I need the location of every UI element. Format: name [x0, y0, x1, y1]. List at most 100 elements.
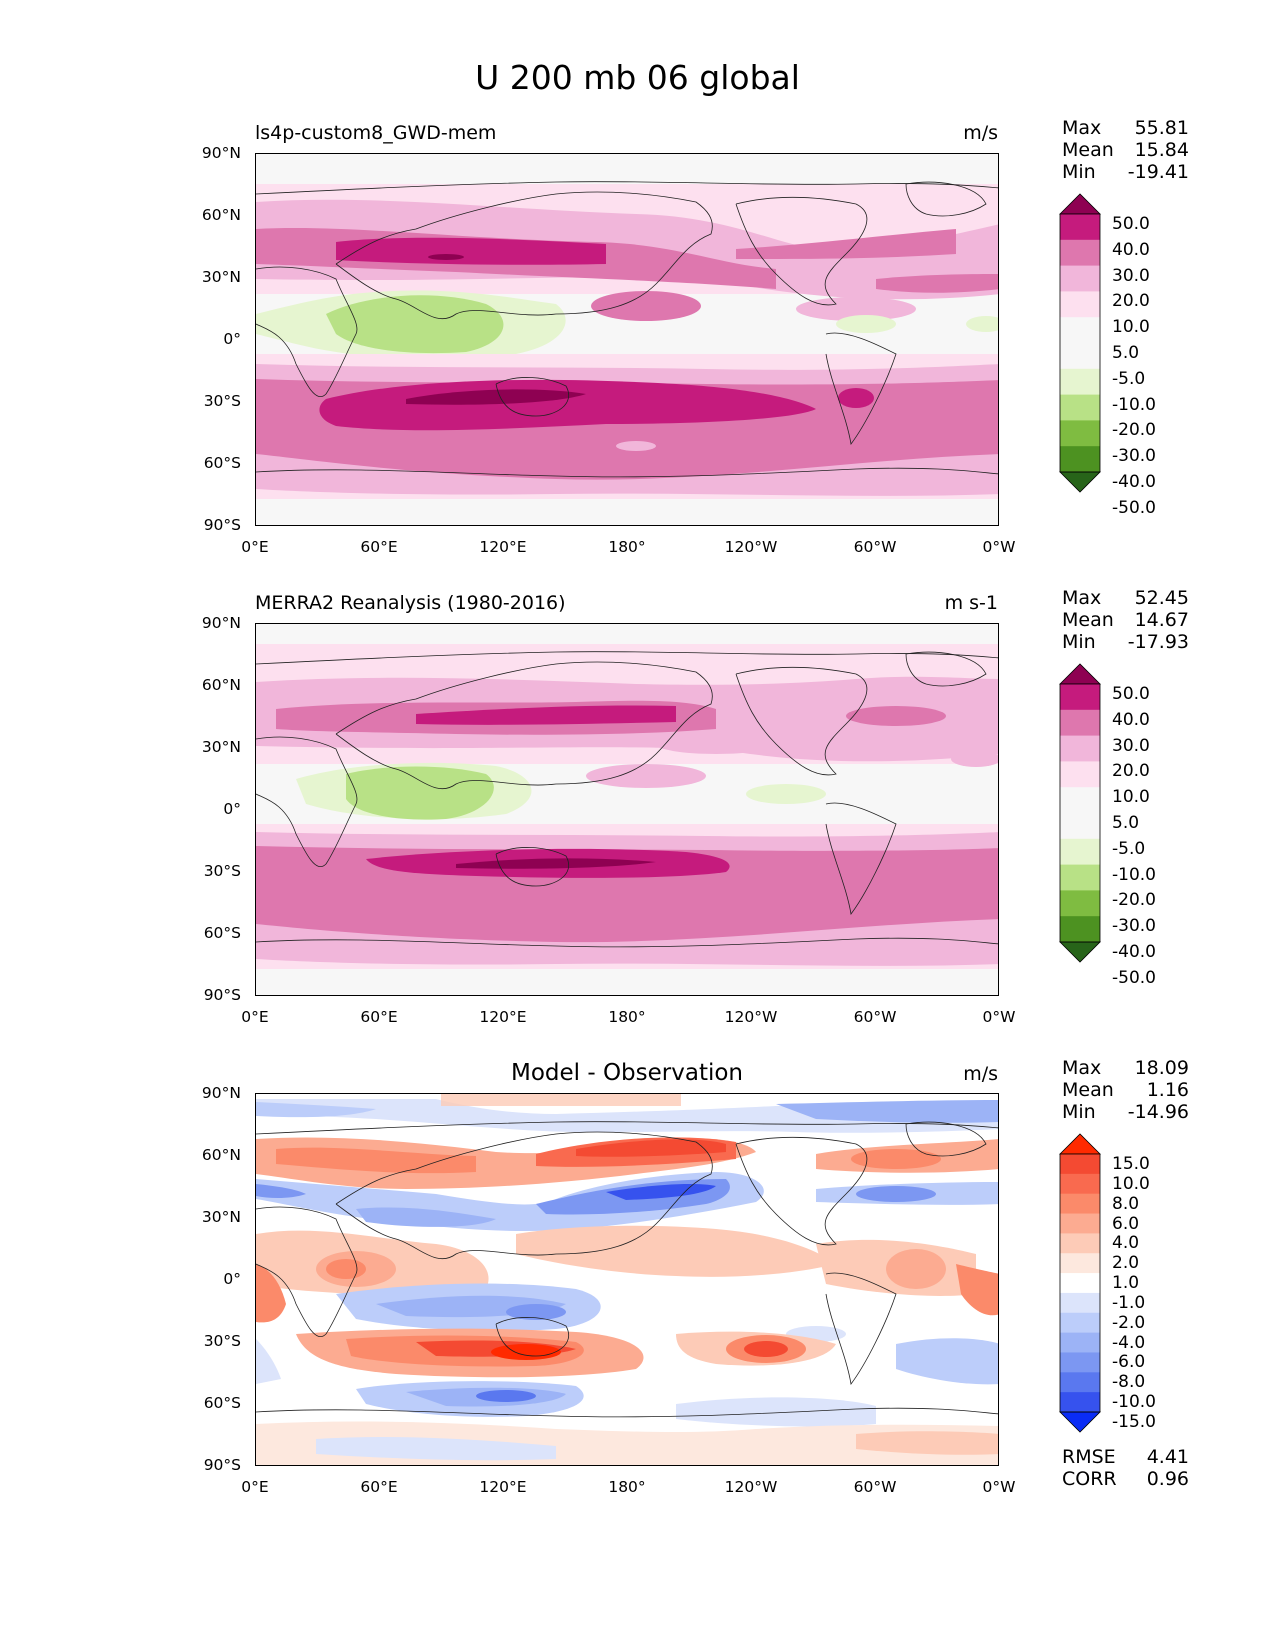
colorbar-tick-label: -5.0 — [1112, 838, 1146, 859]
colorbar-frame — [1059, 213, 1101, 473]
panel-2-units: m s-1 — [944, 592, 998, 614]
colorbar-segment — [1060, 709, 1100, 737]
colorbar-tick-label: 5.0 — [1112, 813, 1140, 833]
y-tick: 0° — [223, 330, 241, 348]
colorbar-segment — [1060, 1213, 1100, 1234]
x-tick: 180° — [608, 1008, 646, 1026]
colorbar-segment — [1060, 890, 1100, 917]
stat-value: 18.09 — [1134, 1057, 1189, 1079]
colorbar-tick-label: -6.0 — [1112, 1352, 1146, 1373]
colorbar-segment — [1060, 1193, 1100, 1215]
colorbar-tick-label: 50.0 — [1112, 684, 1150, 704]
colorbar-segment — [1060, 1253, 1100, 1274]
colorbar-tick-label: 8.0 — [1112, 1193, 1140, 1214]
colorbar-segment — [1060, 1332, 1100, 1353]
panel-1-colorbar — [1059, 193, 1101, 493]
colorbar-tick-label: -10.0 — [1112, 864, 1156, 885]
colorbar-segment — [1060, 446, 1100, 473]
x-tick: 60°W — [853, 538, 897, 556]
colorbar-segment — [1060, 838, 1100, 866]
colorbar-segment — [1060, 1292, 1100, 1314]
colorbar-tick-label: 6.0 — [1112, 1213, 1140, 1234]
colorbar-segment — [1060, 684, 1100, 711]
stat-value: -17.93 — [1127, 631, 1189, 653]
panel-3-stats: Max 18.09 Mean 1.16 Min -14.96 — [1062, 1057, 1189, 1123]
colorbar-segment — [1060, 864, 1100, 891]
colorbar-frame — [1059, 683, 1101, 943]
panel-3-colorbar — [1059, 1133, 1101, 1433]
stat-value: -14.96 — [1127, 1101, 1189, 1123]
colorbar-tick-label: 10.0 — [1112, 317, 1150, 338]
y-tick: 30°S — [203, 1332, 241, 1350]
colorbar-segment — [1060, 420, 1100, 447]
stat-value: 14.67 — [1134, 609, 1189, 631]
colorbar-tick-label: -50.0 — [1112, 497, 1156, 518]
x-tick: 60°E — [360, 1008, 398, 1026]
colorbar-segment — [1060, 1352, 1100, 1373]
y-tick: 90°S — [203, 516, 241, 534]
colorbar-segment — [1060, 1372, 1100, 1393]
stat-label: Min — [1062, 161, 1096, 183]
x-tick: 0°W — [982, 1008, 1016, 1026]
colorbar-segment — [1060, 317, 1100, 344]
colorbar-tick-label: -4.0 — [1112, 1332, 1146, 1353]
colorbar-extend-max — [1059, 193, 1101, 215]
y-tick: 60°N — [201, 1146, 241, 1164]
y-tick: 60°S — [203, 454, 241, 472]
x-tick: 0°E — [241, 1478, 269, 1496]
figure-title: U 200 mb 06 global — [475, 58, 800, 97]
stat-label: Mean — [1062, 609, 1114, 631]
colorbar-segment — [1060, 1312, 1100, 1334]
colorbar-segment — [1060, 343, 1100, 370]
colorbar-segment — [1060, 239, 1100, 267]
y-tick: 90°N — [201, 1084, 241, 1102]
colorbar-tick-label: -40.0 — [1112, 942, 1156, 962]
colorbar-tick-label: 30.0 — [1112, 265, 1150, 286]
colorbar-tick-label: 5.0 — [1112, 343, 1140, 363]
colorbar-tick-label: 1.0 — [1112, 1273, 1140, 1294]
stat-label: Min — [1062, 631, 1096, 653]
colorbar-tick-label: -8.0 — [1112, 1372, 1146, 1393]
y-tick: 30°N — [201, 268, 241, 286]
y-tick: 90°S — [203, 1456, 241, 1474]
colorbar-tick-label: -2.0 — [1112, 1312, 1146, 1333]
colorbar-tick-label: -15.0 — [1112, 1412, 1156, 1432]
y-tick: 30°S — [203, 862, 241, 880]
colorbar-segment — [1060, 813, 1100, 840]
colorbar-tick-label: -20.0 — [1112, 420, 1156, 441]
colorbar-tick-label: -30.0 — [1112, 916, 1156, 937]
y-tick: 60°S — [203, 924, 241, 942]
colorbar-extend-min — [1059, 1411, 1101, 1433]
panel-2-stats: Max 52.45 Mean 14.67 Min -17.93 — [1062, 587, 1189, 653]
colorbar-tick-label: 20.0 — [1112, 761, 1150, 782]
x-tick: 180° — [608, 1478, 646, 1496]
colorbar-tick-label: 20.0 — [1112, 291, 1150, 312]
y-tick: 30°S — [203, 392, 241, 410]
colorbar-tick-label: -40.0 — [1112, 472, 1156, 492]
colorbar-tick-label: -30.0 — [1112, 446, 1156, 467]
stat-label: Min — [1062, 1101, 1096, 1123]
stat-value: 52.45 — [1134, 587, 1189, 609]
x-tick: 60°W — [853, 1478, 897, 1496]
x-tick: 0°W — [982, 538, 1016, 556]
stat-value: 55.81 — [1134, 117, 1189, 139]
panel-2-title: MERRA2 Reanalysis (1980-2016) — [255, 592, 566, 614]
x-tick: 60°E — [360, 538, 398, 556]
colorbar-segment — [1060, 265, 1100, 292]
colorbar-tick-label: 40.0 — [1112, 239, 1150, 260]
x-tick: 120°W — [724, 1478, 778, 1496]
stat-value: 15.84 — [1134, 139, 1189, 161]
x-tick: 0°E — [241, 1008, 269, 1026]
y-tick: 0° — [223, 1270, 241, 1288]
y-tick: 60°S — [203, 1394, 241, 1412]
colorbar-tick-label: -20.0 — [1112, 890, 1156, 911]
colorbar-extend-min — [1059, 471, 1101, 493]
colorbar-segment — [1060, 291, 1100, 318]
x-tick: 180° — [608, 538, 646, 556]
stat-value: 1.16 — [1146, 1079, 1189, 1101]
y-tick: 60°N — [201, 206, 241, 224]
x-tick: 0°E — [241, 538, 269, 556]
stat-label: RMSE — [1062, 1446, 1116, 1468]
y-tick: 60°N — [201, 676, 241, 694]
colorbar-extend-max — [1059, 663, 1101, 685]
